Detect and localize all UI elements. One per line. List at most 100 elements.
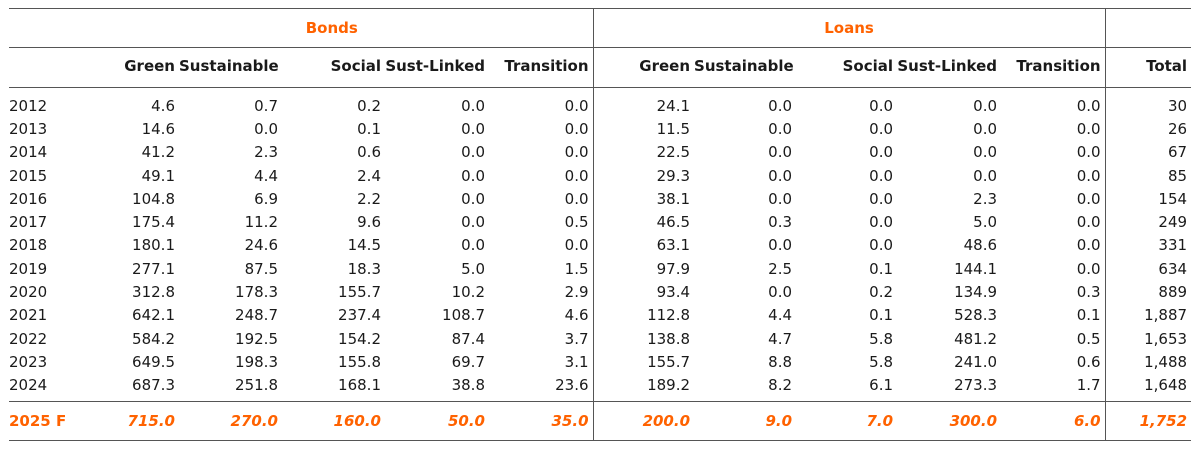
table-cell: 155.7: [647, 352, 691, 371]
table-cell: 237.4: [338, 306, 381, 325]
row-label: 2016: [9, 189, 48, 208]
table-row: 2023 649.5 198.3 155.8 69.7 3.1 155.7 8.8 5.8 241…: [9, 350, 1191, 374]
table-cell: 97.9: [656, 259, 691, 278]
row-label: 2019: [9, 259, 48, 278]
table-cell: 1,488: [1144, 352, 1188, 371]
table-cell: 642.1: [132, 306, 175, 325]
table-cell: 0.7: [254, 96, 278, 115]
row-label: 2015: [9, 166, 48, 185]
table-cell: 889: [1158, 283, 1188, 302]
table-cell: 5.0: [973, 213, 998, 232]
table-cell: 4.7: [768, 329, 793, 348]
table-cell: 634: [1158, 259, 1188, 278]
table-cell: 26: [1167, 119, 1188, 138]
table-cell: 0.2: [357, 96, 381, 115]
column-header-loans-sust-linked: Sust-Linked: [897, 47, 1002, 88]
table-cell: 155.8: [338, 352, 381, 371]
row-label: 2013: [9, 119, 48, 138]
table-cell: 138.8: [647, 329, 691, 348]
table-cell: 63.1: [656, 236, 691, 255]
table-cell: 6.1: [869, 376, 894, 395]
row-label: 2021: [9, 306, 48, 325]
table-cell: 2.3: [973, 189, 998, 208]
table-cell: 93.4: [656, 283, 691, 302]
table-cell: 0.0: [461, 166, 485, 185]
table-cell: 584.2: [132, 329, 175, 348]
table-row: 2013 14.6 0.0 0.1 0.0 0.0 11.5 0.0 0.0 0.0 0.0 26: [9, 117, 1191, 141]
table-cell: 175.4: [132, 213, 175, 232]
table-cell: 0.0: [1001, 163, 1106, 188]
table-cell: 23.6: [489, 373, 594, 397]
table-cell: 0.3: [1001, 280, 1106, 304]
table-cell: 0.1: [869, 259, 894, 278]
group-header-total-empty: [1105, 8, 1192, 48]
table-row: 2024 687.3 251.8 168.1 38.8 23.6 189.2 8.2 6.1 27…: [9, 373, 1191, 397]
table-cell: 0.0: [489, 233, 594, 258]
table-row: 2016 104.8 6.9 2.2 0.0 0.0 38.1 0.0 0.0 2.3 0.0 154: [9, 187, 1191, 211]
table-cell: 0.0: [461, 236, 485, 255]
table-cell: 1.5: [489, 257, 594, 281]
table-row: 2019 277.1 87.5 18.3 5.0 1.5 97.9 2.5 0.1 144.1 0.…: [9, 257, 1191, 281]
table-row: 2017 175.4 11.2 9.6 0.0 0.5 46.5 0.3 0.0 5.0 0.0 24…: [9, 210, 1191, 234]
table-cell: 0.0: [1001, 87, 1106, 118]
table-body: 2012 4.6 0.7 0.2 0.0 0.0 24.1 0.0 0.0 0.0 0.0 30 201…: [9, 87, 1192, 441]
column-header-loans-transition: Transition: [1001, 47, 1106, 88]
table-cell: 134.9: [954, 283, 998, 302]
column-header-loans-social: Social: [796, 47, 898, 88]
table-cell: 0.0: [461, 189, 485, 208]
table-cell: 50.0: [385, 400, 489, 441]
table-cell: 1,887: [1144, 306, 1188, 325]
table-cell: 248.7: [235, 306, 278, 325]
table-cell: 0.0: [869, 189, 894, 208]
table-cell: 0.0: [768, 236, 793, 255]
table-cell: 0.0: [489, 140, 594, 164]
table-cell: 241.0: [954, 352, 998, 371]
table-row: 2014 41.2 2.3 0.6 0.0 0.0 22.5 0.0 0.0 0.0 0.0 67: [9, 140, 1191, 164]
table-cell: 331: [1158, 236, 1188, 255]
table-cell: 67: [1167, 143, 1188, 162]
table-cell: 168.1: [338, 376, 381, 395]
table-cell: 0.6: [357, 143, 381, 162]
issuance-table: Bonds Loans Green Sustainable Social Sust-L…: [9, 8, 1192, 441]
table-cell: 6.9: [254, 189, 278, 208]
table-cell: 1.7: [1001, 373, 1106, 397]
table-cell: 2.5: [768, 259, 793, 278]
row-label: 2018: [9, 236, 48, 255]
column-header-bonds-social: Social: [282, 47, 385, 88]
table-cell: 0.0: [489, 87, 594, 118]
table-cell: 178.3: [235, 283, 278, 302]
table-cell: 0.0: [973, 166, 998, 185]
table-cell: 2.3: [254, 143, 278, 162]
table-cell: 0.5: [1001, 326, 1106, 351]
table-row: 2020 312.8 178.3 155.7 10.2 2.9 93.4 0.0 0.2 134.…: [9, 280, 1191, 304]
table-cell: 38.8: [451, 376, 485, 395]
row-label: 2025 F: [9, 400, 71, 441]
table-cell: 270.0: [179, 400, 282, 441]
group-header-row: Bonds Loans: [9, 8, 1192, 48]
table-cell: 112.8: [647, 306, 691, 325]
table-cell: 0.0: [489, 187, 594, 211]
table-cell: 2.2: [357, 189, 381, 208]
table-cell: 0.0: [489, 117, 594, 141]
table-cell: 0.0: [768, 96, 793, 115]
table-cell: 5.8: [869, 329, 894, 348]
table-cell: 192.5: [235, 329, 278, 348]
table-cell: 0.1: [1001, 303, 1106, 327]
table-cell: 6.0: [1001, 400, 1106, 441]
table-cell: 8.8: [768, 352, 793, 371]
table-cell: 0.0: [489, 163, 594, 188]
table-cell: 24.1: [656, 96, 691, 115]
table-cell: 1,752: [1105, 400, 1192, 441]
table-cell: 189.2: [647, 376, 691, 395]
group-header-empty: [9, 8, 71, 48]
table-cell: 0.0: [768, 189, 793, 208]
table-cell: 0.6: [1001, 350, 1106, 374]
table-cell: 0.0: [768, 166, 793, 185]
table-cell: 0.0: [973, 143, 998, 162]
table-cell: 0.0: [1001, 210, 1106, 234]
table-cell: 49.1: [141, 166, 175, 185]
table-cell: 3.1: [489, 350, 594, 374]
table-cell: 0.0: [869, 166, 894, 185]
table-cell: 2.4: [357, 166, 381, 185]
table-cell: 85: [1167, 166, 1188, 185]
